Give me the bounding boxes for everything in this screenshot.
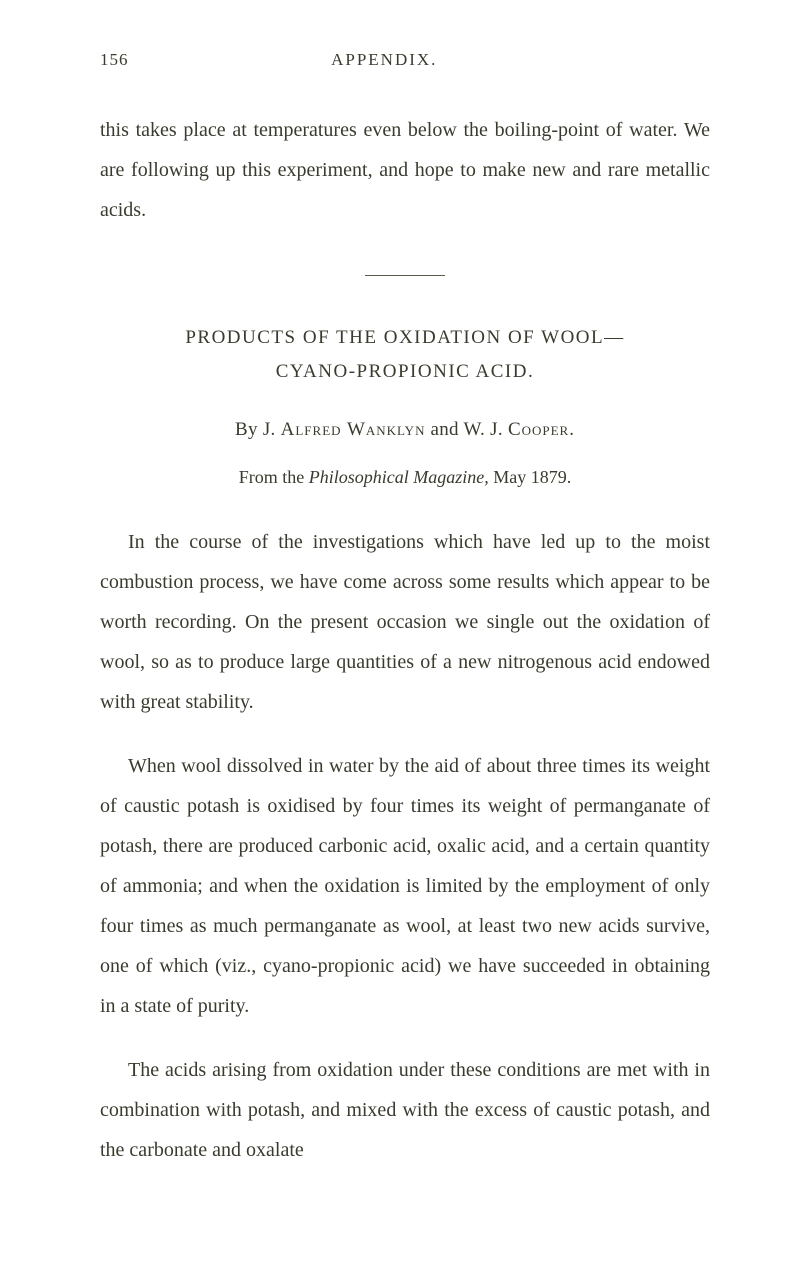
source-line: From the Philosophical Magazine, May 187… [100,467,710,488]
running-header: APPENDIX. [89,50,681,70]
body-paragraph-3: The acids arising from oxidation under t… [100,1050,710,1170]
byline-mid: and W. J. [425,419,507,440]
section-divider [365,275,445,276]
body-paragraph-2: When wool dissolved in water by the aid … [100,746,710,1026]
section-title-line2: CYANO-PROPIONIC ACID. [276,361,534,382]
section-title-line1: PRODUCTS OF THE OXIDATION OF WOOL— [185,327,624,348]
page-header: 156 APPENDIX. [100,50,710,70]
byline: By J. Alfred Wanklyn and W. J. Cooper. [100,419,710,441]
author-name-2: Cooper. [508,419,575,440]
header-spacer [680,50,710,70]
intro-paragraph: this takes place at temperatures even be… [100,110,710,230]
byline-prefix: By J. [235,419,281,440]
author-name-1: Alfred Wanklyn [281,419,426,440]
body-paragraph-1: In the course of the investigations whic… [100,522,710,722]
source-prefix: From the [239,467,309,487]
source-title: Philosophical Magazine, [309,467,489,487]
section-title: PRODUCTS OF THE OXIDATION OF WOOL— CYANO… [100,321,710,389]
source-suffix: May 1879. [489,467,572,487]
